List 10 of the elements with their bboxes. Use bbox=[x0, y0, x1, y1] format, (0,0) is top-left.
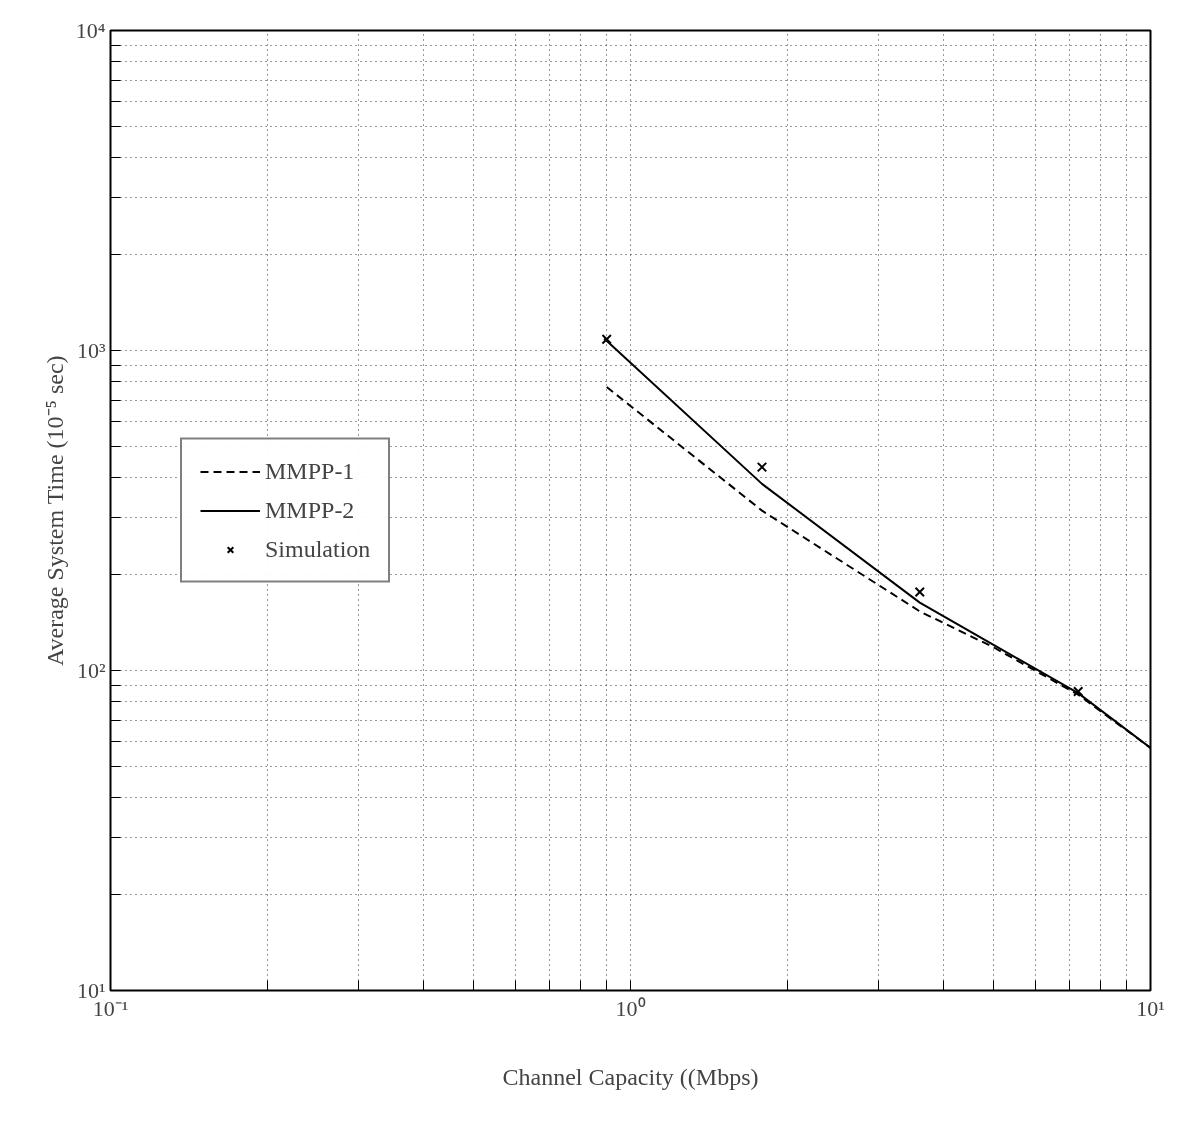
y-tick-label: 10² bbox=[76, 658, 106, 683]
y-tick-label: 10⁴ bbox=[75, 18, 106, 43]
legend-label: MMPP-2 bbox=[265, 496, 355, 524]
x-tick-label: 10¹ bbox=[1136, 995, 1165, 1021]
y-axis-title: Average System Time (10⁻⁵ sec) bbox=[41, 355, 68, 666]
legend-label: Simulation bbox=[265, 535, 371, 563]
x-axis-title: Channel Capacity ((Mbps) bbox=[502, 1063, 759, 1090]
legend-label: MMPP-1 bbox=[265, 457, 355, 485]
x-tick-label: 10⁰ bbox=[615, 995, 646, 1021]
y-tick-label: 10³ bbox=[76, 338, 106, 363]
